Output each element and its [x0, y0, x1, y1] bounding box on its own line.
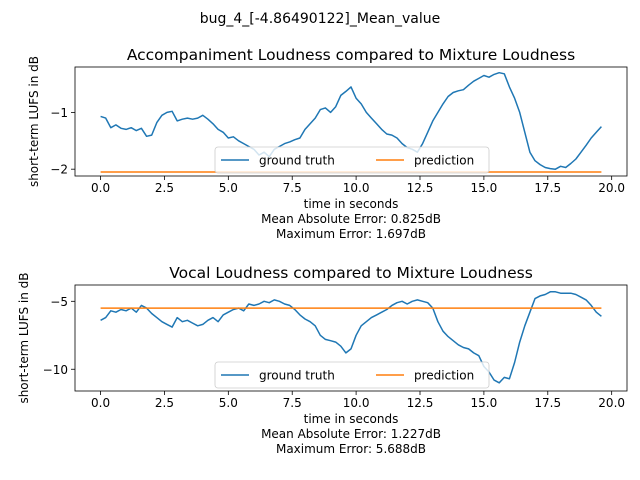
y-tick-label: −5	[50, 295, 68, 309]
x-tick-label: 17.5	[534, 396, 561, 410]
error-caption: Mean Absolute Error: 0.825dB	[261, 212, 441, 226]
y-tick-label: −2	[50, 163, 68, 177]
axes-frame	[74, 66, 628, 177]
y-tick-label: −10	[43, 363, 68, 377]
vocal-chart: 0.0 2.5 5.0 7.5 10.0 12.5 15.0 17.5 20.0 −10 −5 Voc…	[17, 264, 628, 456]
x-tick-label: 0.0	[91, 181, 110, 195]
chart-title: Vocal Loudness compared to Mixture Loudn…	[169, 264, 533, 282]
x-tick-label: 20.0	[598, 396, 625, 410]
legend-box	[214, 361, 490, 389]
x-tick-label: 2.5	[155, 181, 174, 195]
x-tick-label: 7.5	[283, 396, 302, 410]
legend-label: ground truth	[259, 369, 335, 383]
x-tick-label: 5.0	[219, 396, 238, 410]
error-caption: Maximum Error: 1.697dB	[276, 227, 426, 241]
legend: ground truth prediction	[214, 146, 490, 174]
x-tick-label: 10.0	[343, 181, 370, 195]
y-axis-label: short-term LUFS in dB	[17, 272, 31, 403]
x-tick-label: 17.5	[534, 181, 561, 195]
x-tick-label: 15.0	[471, 181, 498, 195]
x-tick-label: 20.0	[598, 181, 625, 195]
x-tick-label: 10.0	[343, 396, 370, 410]
legend: ground truth prediction	[214, 361, 490, 389]
y-tick-label: −1	[50, 106, 68, 120]
error-caption: Mean Absolute Error: 1.227dB	[261, 427, 441, 441]
chart-title: Accompaniment Loudness compared to Mixtu…	[127, 46, 575, 64]
error-caption: Maximum Error: 5.688dB	[276, 442, 426, 456]
figure-suptitle: bug_4_[-4.86490122]_Mean_value	[200, 11, 441, 27]
series-line-ground-truth	[100, 291, 602, 384]
x-tick-label: 0.0	[91, 396, 110, 410]
x-tick-label: 2.5	[155, 396, 174, 410]
x-tick-label: 7.5	[283, 181, 302, 195]
legend-box	[214, 146, 490, 174]
x-tick-label: 15.0	[471, 396, 498, 410]
x-tick-label: 12.5	[407, 396, 434, 410]
legend-label: prediction	[414, 154, 474, 168]
x-tick-label: 12.5	[407, 181, 434, 195]
legend-label: ground truth	[259, 154, 335, 168]
axes-frame	[74, 284, 628, 392]
y-axis-label: short-term LUFS in dB	[27, 56, 41, 187]
series-line-ground-truth	[100, 71, 602, 170]
x-axis-label: time in seconds	[304, 412, 399, 426]
legend-label: prediction	[414, 369, 474, 383]
x-axis-label: time in seconds	[304, 197, 399, 211]
accompaniment-chart: 0.0 2.5 5.0 7.5 10.0 12.5 15.0 17.5 20.0 −2 −1 Acco…	[27, 46, 628, 241]
x-tick-label: 5.0	[219, 181, 238, 195]
